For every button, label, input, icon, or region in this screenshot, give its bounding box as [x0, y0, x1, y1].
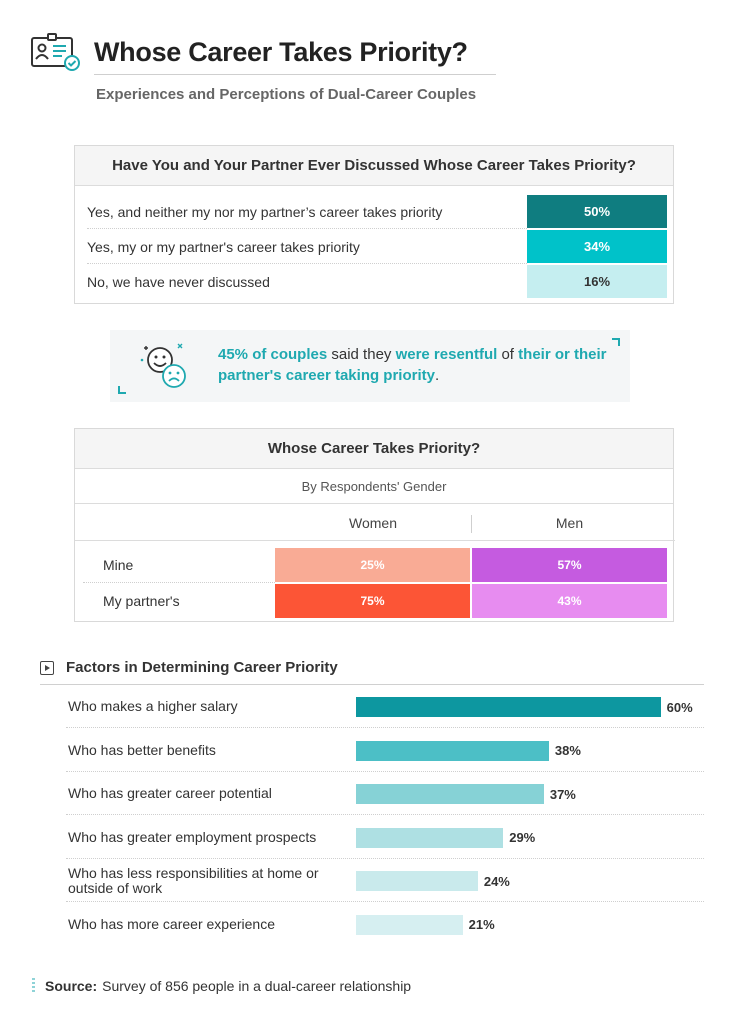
row-divider	[87, 228, 527, 229]
factor-bar	[356, 740, 549, 761]
happy-sad-faces-icon	[140, 343, 186, 388]
factor-value-label: 29%	[509, 830, 536, 845]
discussed-table: Have You and Your Partner Ever Discussed…	[74, 145, 674, 304]
row-divider	[66, 770, 704, 772]
callout-text: 45% of couples said they were resentful …	[218, 344, 618, 386]
discussed-row-label: Yes, and neither my nor my partner’s car…	[87, 203, 443, 220]
factor-bar	[356, 827, 504, 848]
gender-row: My partner's 75% 43%	[83, 583, 667, 619]
factor-label: Who has greater employment prospects	[68, 828, 317, 845]
callout-highlight: were resentful	[395, 346, 498, 363]
factors-title: Factors in Determining Career Priority	[66, 659, 338, 676]
factor-label: Who has more career experience	[68, 915, 275, 932]
discussed-question: Have You and Your Partner Ever Discussed…	[75, 146, 673, 186]
page-title: Whose Career Takes Priority?	[94, 36, 468, 67]
discussed-row-value: 34%	[527, 230, 667, 263]
gender-table: Whose Career Takes Priority? By Responde…	[74, 428, 675, 622]
callout-plain: said they	[327, 346, 396, 363]
cell-women: 75%	[275, 584, 470, 618]
page-subtitle: Experiences and Perceptions of Dual-Care…	[96, 86, 477, 103]
factor-bar	[356, 914, 463, 935]
source-note: Source: Survey of 856 people in a dual-c…	[32, 978, 411, 994]
discussed-row-label: Yes, my or my partner's career takes pri…	[87, 238, 360, 255]
callout-highlight: 45% of couples	[218, 346, 328, 363]
column-header-men: Men	[555, 515, 584, 531]
row-divider	[66, 901, 704, 902]
discussed-row: No, we have never discussed 16%	[87, 264, 667, 299]
callout-highlight: their or their partner's career taking p…	[218, 346, 607, 384]
row-divider	[66, 814, 704, 815]
column-header-women: Women	[349, 515, 397, 531]
factor-bar	[356, 697, 661, 717]
factor-value-label: 38%	[554, 743, 581, 758]
resentment-callout: 45% of couples said they were resentful …	[110, 330, 630, 402]
factor-label: Who has better benefits	[68, 741, 216, 758]
gender-subtitle: By Respondents' Gender	[75, 469, 673, 504]
factor-value-label: 21%	[468, 917, 495, 932]
gender-row: Mine 25% 57%	[83, 547, 667, 583]
corner-bracket	[612, 338, 620, 346]
callout-plain: of	[497, 346, 519, 363]
factor-row: Who has greater employment prospects 29%	[66, 816, 704, 859]
factor-row: Who has better benefits 38%	[66, 729, 704, 772]
factor-row: Who has less responsibilities at home or…	[66, 859, 704, 902]
dotted-line-icon	[32, 978, 35, 994]
source-label: Source:	[45, 978, 98, 994]
factor-bar	[356, 784, 544, 804]
title-divider	[94, 74, 496, 75]
cell-men: 43%	[472, 584, 667, 618]
factor-value-label: 60%	[666, 699, 693, 715]
factors-divider	[40, 684, 704, 685]
gender-title: Whose Career Takes Priority?	[75, 429, 673, 469]
row-divider	[87, 263, 527, 264]
factor-value-label: 37%	[549, 786, 576, 802]
discussed-row: Yes, and neither my nor my partner’s car…	[87, 194, 667, 229]
factor-label: Who has greater career potential	[68, 785, 272, 801]
discussed-row: Yes, my or my partner's career takes pri…	[87, 229, 667, 264]
cell-women: 25%	[275, 548, 470, 582]
source-text: Survey of 856 people in a dual-career re…	[102, 978, 412, 994]
factor-row: Who has greater career potential 37%	[66, 772, 704, 815]
discussed-row-value: 16%	[527, 265, 667, 298]
header: Whose Career Takes Priority? Experiences…	[30, 30, 496, 103]
callout-plain: .	[434, 367, 440, 384]
discussed-row-value: 50%	[527, 195, 667, 228]
cell-men: 57%	[472, 548, 667, 582]
row-divider	[66, 857, 704, 859]
discussed-row-label: No, we have never discussed	[87, 273, 270, 290]
factor-value-label: 24%	[483, 873, 510, 889]
factor-row: Who has more career experience 21%	[66, 903, 704, 946]
play-icon	[40, 660, 54, 675]
row-divider	[83, 582, 275, 583]
factors-heading: Factors in Determining Career Priority	[40, 659, 338, 676]
row-divider	[66, 727, 704, 728]
gender-row-label: Mine	[103, 557, 134, 573]
factor-label: Who makes a higher salary	[68, 698, 238, 714]
factor-row: Who makes a higher salary 60%	[66, 685, 704, 728]
corner-bracket	[118, 386, 126, 394]
profile-card-check-icon	[31, 33, 80, 71]
factor-bar	[356, 871, 478, 891]
gender-row-label: My partner's	[103, 593, 180, 609]
gender-column-headers: Women Men	[75, 505, 675, 541]
column-separator	[471, 515, 472, 533]
factor-label: Who has less responsibilities at home or…	[68, 864, 319, 896]
